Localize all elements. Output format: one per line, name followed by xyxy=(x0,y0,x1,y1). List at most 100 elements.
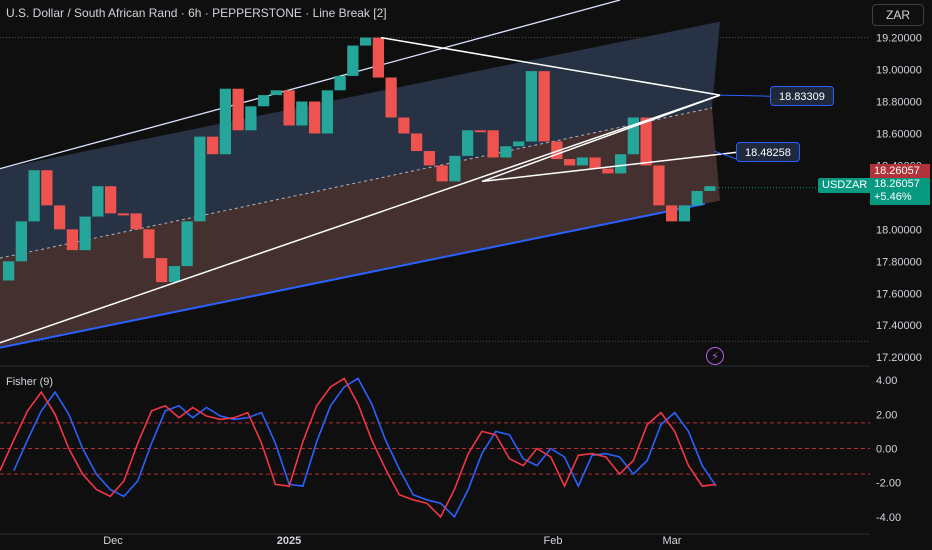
price-brick xyxy=(296,101,308,126)
price-change: +5.46% xyxy=(874,191,912,203)
price-brick xyxy=(449,155,461,182)
indicator-title: Fisher (9) xyxy=(6,376,54,388)
price-tick-label: 18.60000 xyxy=(876,128,922,140)
price-brick xyxy=(321,90,333,134)
callout-connector xyxy=(719,94,771,97)
price-brick xyxy=(28,170,40,222)
indicator-tick-label: 2.00 xyxy=(876,409,897,421)
indicator-tick-label: 4.00 xyxy=(876,375,897,387)
price-brick xyxy=(666,205,678,222)
price-brick xyxy=(360,37,372,46)
callout-connector xyxy=(713,150,741,161)
price-brick xyxy=(194,136,206,222)
price-brick xyxy=(411,133,423,152)
price-brick xyxy=(105,186,117,214)
price-brick xyxy=(678,205,690,222)
price-brick xyxy=(627,117,639,155)
fisher-line xyxy=(0,377,717,519)
price-tick-label: 17.40000 xyxy=(876,320,922,332)
price-brick xyxy=(576,157,588,166)
price-brick xyxy=(258,95,270,107)
price-brick xyxy=(117,213,129,216)
grid xyxy=(0,37,870,535)
price-brick xyxy=(691,191,703,206)
price-brick xyxy=(500,146,512,158)
price-tick-label: 19.00000 xyxy=(876,65,922,77)
price-brick xyxy=(640,117,652,166)
last-price-red-tag: 18.26057 xyxy=(870,164,930,178)
trigger-line xyxy=(13,377,717,519)
axis-labels: 19.2000019.0000018.8000018.6000018.40000… xyxy=(103,33,922,547)
time-tick-label: Dec xyxy=(103,535,123,547)
indicator-tick-label: -4.00 xyxy=(876,512,901,524)
lightning-icon[interactable]: ⚡ xyxy=(706,347,724,365)
price-brick xyxy=(92,186,104,217)
price-brick xyxy=(270,90,282,96)
price-brick xyxy=(15,221,27,262)
price-brick xyxy=(143,229,155,259)
price-brick xyxy=(462,130,474,156)
price-brick xyxy=(385,77,397,118)
price-brick xyxy=(551,141,563,160)
fisher-indicator xyxy=(0,377,870,519)
price-brick xyxy=(232,88,244,131)
price-brick xyxy=(207,136,219,155)
trendline xyxy=(0,94,721,344)
price-brick xyxy=(168,266,180,283)
price-brick xyxy=(309,101,321,134)
price-brick xyxy=(41,170,53,206)
price-brick xyxy=(615,154,627,174)
price-brick xyxy=(704,186,716,191)
price-brick xyxy=(436,165,448,182)
trendline xyxy=(380,36,721,96)
time-tick-label: Feb xyxy=(544,535,563,547)
price-brick xyxy=(602,168,614,174)
indicator-tick-label: -2.00 xyxy=(876,478,901,490)
price-brick xyxy=(423,151,435,166)
currency-button[interactable]: ZAR xyxy=(872,4,924,26)
price-callout-lower[interactable]: 18.48258 xyxy=(736,142,800,163)
price-brick xyxy=(564,159,576,166)
symbol-tag: USDZAR xyxy=(818,178,872,193)
channel-upper-line xyxy=(0,0,621,170)
price-brick xyxy=(513,141,525,147)
price-tick-label: 17.20000 xyxy=(876,352,922,364)
price-tick-label: 18.80000 xyxy=(876,97,922,109)
price-brick xyxy=(398,117,410,134)
price-bricks xyxy=(3,37,716,283)
time-tick-label: Mar xyxy=(663,535,682,547)
price-brick xyxy=(347,45,359,76)
price-tick-label: 17.60000 xyxy=(876,288,922,300)
price-brick xyxy=(372,37,384,78)
price-brick xyxy=(181,221,193,267)
price-brick xyxy=(589,157,601,169)
price-brick xyxy=(130,213,142,230)
price-tick-label: 19.20000 xyxy=(876,33,922,45)
price-brick xyxy=(54,205,66,230)
price-brick xyxy=(156,258,168,283)
chart-title: U.S. Dollar / South African Rand · 6h · … xyxy=(6,6,387,20)
price-tick-label: 17.80000 xyxy=(876,256,922,268)
price-brick xyxy=(3,261,15,281)
price-brick xyxy=(219,88,231,155)
trendline xyxy=(481,150,749,183)
price-callout-upper[interactable]: 18.83309 xyxy=(770,86,834,107)
price-brick xyxy=(525,71,537,142)
channel-middle-line xyxy=(0,107,713,259)
price-brick xyxy=(79,216,91,251)
time-tick-label: 2025 xyxy=(277,535,301,547)
price-brick xyxy=(245,106,257,131)
trendline xyxy=(481,94,721,183)
price-brick xyxy=(538,71,550,142)
price-brick xyxy=(334,75,346,91)
indicator-tick-label: 0.00 xyxy=(876,444,897,456)
price-brick xyxy=(474,130,486,133)
price-brick xyxy=(66,229,78,251)
channel-lower-fill xyxy=(0,107,720,348)
price-tick-label: 18.00000 xyxy=(876,224,922,236)
channel-lower-line xyxy=(0,202,706,349)
price-brick xyxy=(653,165,665,206)
trendlines xyxy=(0,36,870,344)
last-price-value: 18.26057 xyxy=(874,178,920,190)
